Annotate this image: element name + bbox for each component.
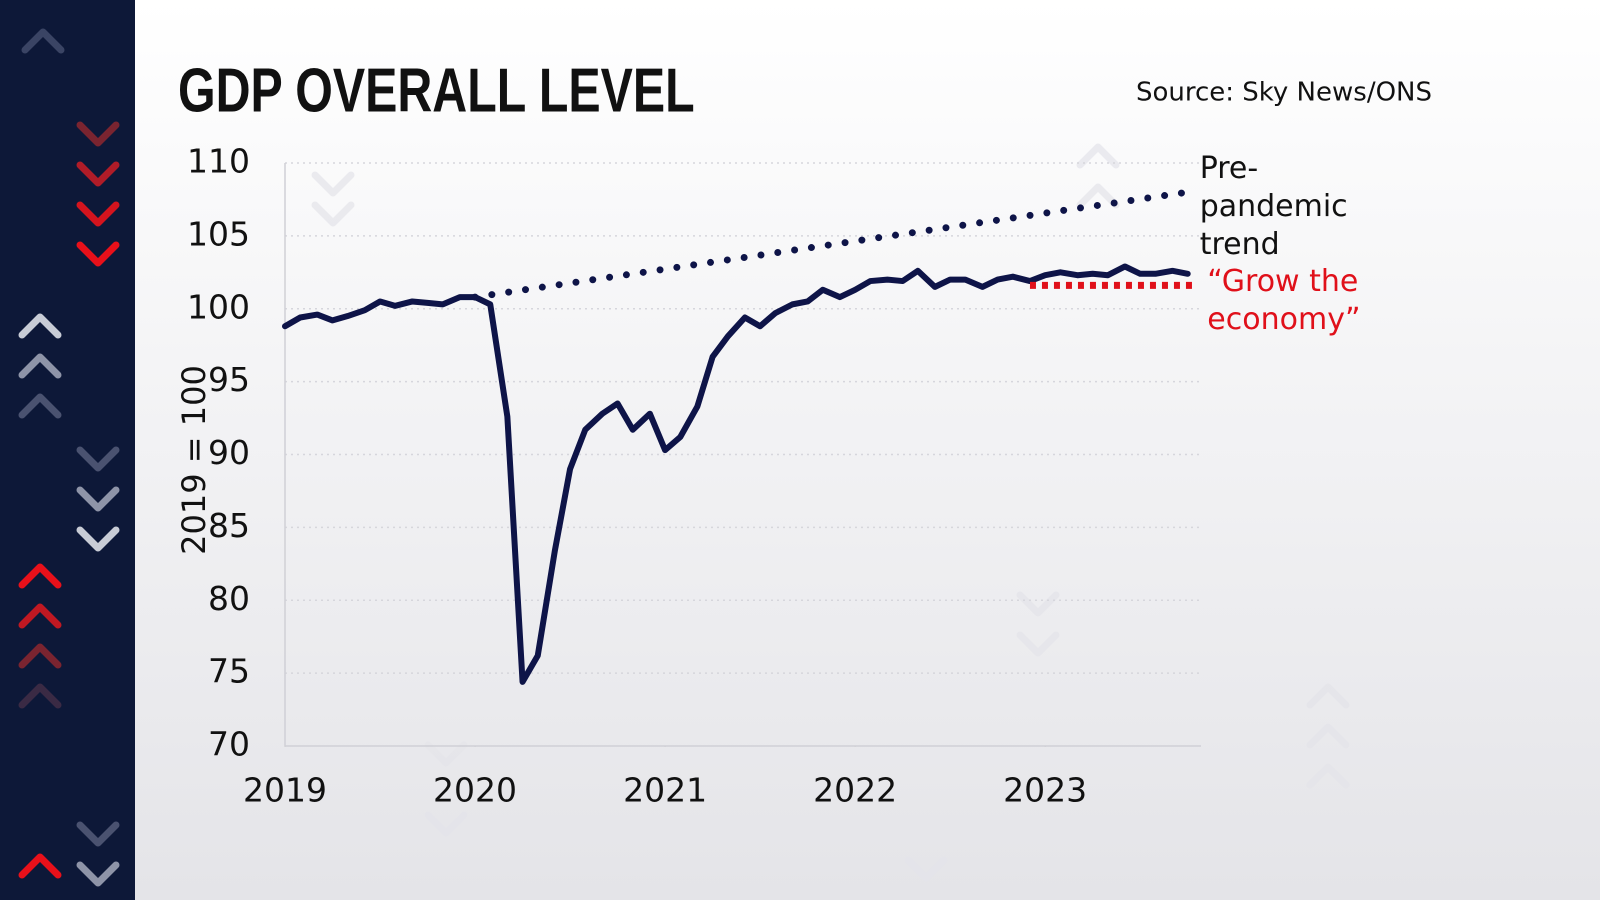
y-tick-label: 90 xyxy=(208,433,250,472)
x-tick-label: 2023 xyxy=(1003,771,1087,810)
x-tick-label: 2020 xyxy=(433,771,517,810)
y-tick-label: 105 xyxy=(187,214,250,253)
source: Source: Sky News/ONS xyxy=(1136,78,1432,108)
y-tick-label: 85 xyxy=(208,506,250,545)
data-line xyxy=(282,263,1191,685)
y-tick-label: 95 xyxy=(208,360,250,399)
x-tick-label: 2022 xyxy=(813,771,897,810)
y-tick-label: 75 xyxy=(208,652,250,691)
x-tick-label: 2021 xyxy=(623,771,707,810)
x-tick-label: 2019 xyxy=(243,771,327,810)
y-tick-label: 70 xyxy=(208,725,250,764)
series-label: Pre-pandemic trend xyxy=(1199,151,1348,263)
trend-line xyxy=(471,188,1192,301)
chart-title: GDP OVERALL LEVEL xyxy=(178,56,695,125)
y-tick-label: 110 xyxy=(187,142,250,181)
y-tick-label: 100 xyxy=(187,287,250,326)
y-axis-label: 2019 = 100 xyxy=(175,365,213,555)
series-label: “Grow the economy” xyxy=(1207,264,1361,338)
y-tick-label: 80 xyxy=(208,579,250,618)
side-decoration xyxy=(0,0,135,900)
